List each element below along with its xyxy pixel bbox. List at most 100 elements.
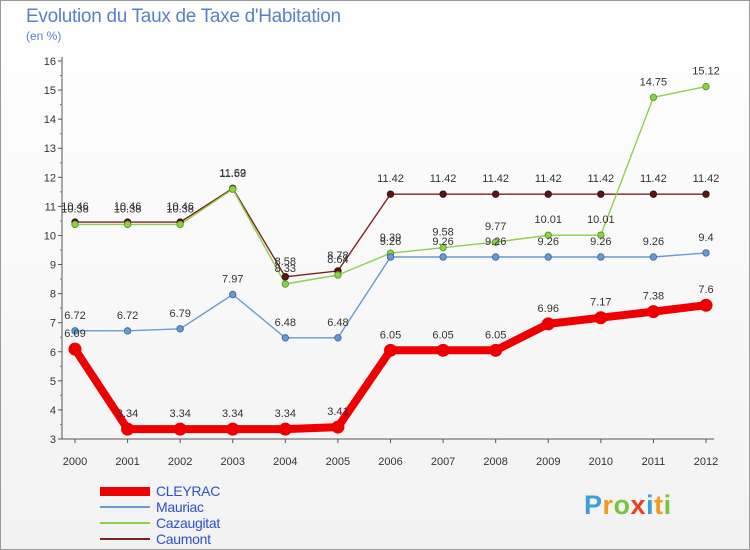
data-label-mauriac: 9.26 bbox=[538, 236, 559, 248]
data-point-cleyrac bbox=[226, 422, 240, 436]
y-tick-label: 5 bbox=[50, 376, 56, 388]
y-tick-label: 8 bbox=[50, 289, 56, 301]
data-point-cazaugitat bbox=[123, 220, 132, 229]
data-label-mauriac: 9.26 bbox=[643, 236, 664, 248]
data-point-mauriac bbox=[334, 334, 342, 342]
data-point-cazaugitat bbox=[702, 82, 710, 91]
data-label-cazaugitat: 9.39 bbox=[380, 232, 401, 244]
legend-item-mauriac: Mauriac bbox=[100, 499, 220, 515]
legend-swatch-cleyrac bbox=[100, 486, 150, 496]
data-label-cleyrac: 7.6 bbox=[698, 284, 713, 296]
legend-item-cleyrac: CLEYRAC bbox=[100, 483, 220, 499]
logo-letter: t bbox=[654, 490, 664, 520]
data-point-cazaugitat bbox=[597, 231, 605, 239]
data-label-caumont: 11.42 bbox=[430, 173, 457, 185]
legend-item-caumont: Caumont bbox=[100, 531, 220, 547]
data-point-caumont bbox=[281, 273, 290, 281]
data-label-cleyrac: 6.05 bbox=[380, 329, 401, 341]
data-label-caumont: 11.42 bbox=[482, 173, 509, 185]
data-label-cleyrac: 3.41 bbox=[327, 406, 348, 418]
data-point-cazaugitat bbox=[439, 243, 447, 252]
data-point-mauriac bbox=[123, 327, 132, 335]
y-tick-label: 6 bbox=[50, 347, 56, 359]
data-point-cleyrac bbox=[436, 343, 450, 357]
data-point-cazaugitat bbox=[229, 185, 237, 193]
data-label-mauriac: 6.72 bbox=[64, 310, 85, 322]
logo-letter: r bbox=[602, 490, 614, 520]
data-label-caumont: 10.46 bbox=[166, 201, 194, 213]
data-label-mauriac: 9.26 bbox=[432, 236, 453, 248]
data-label-mauriac: 9.26 bbox=[590, 236, 611, 248]
data-point-cazaugitat bbox=[334, 271, 342, 279]
data-label-cazaugitat: 9.77 bbox=[485, 221, 506, 233]
data-label-cleyrac: 6.96 bbox=[538, 303, 559, 315]
data-point-cleyrac bbox=[331, 420, 345, 434]
data-point-cazaugitat bbox=[176, 220, 184, 229]
data-point-mauriac bbox=[649, 253, 658, 261]
data-label-cazaugitat: 10.38 bbox=[114, 203, 142, 215]
logo-letter: o bbox=[613, 490, 631, 520]
data-point-caumont bbox=[439, 190, 447, 198]
legend-swatch-caumont bbox=[100, 538, 150, 540]
legend-label-caumont: Caumont bbox=[156, 531, 211, 547]
legend-label-mauriac: Mauriac bbox=[156, 499, 204, 515]
data-label-caumont: 11.62 bbox=[219, 167, 246, 179]
data-point-mauriac bbox=[544, 253, 552, 261]
x-tick-label: 2009 bbox=[536, 456, 560, 468]
data-point-mauriac bbox=[281, 334, 290, 342]
data-labels: 10.46 10.46 10.46 11.62 8.58 8.78 11.42 11.42 11… bbox=[61, 66, 720, 421]
data-label-caumont: 8.58 bbox=[275, 256, 296, 268]
y-tick-label: 13 bbox=[44, 143, 56, 155]
series-line-mauriac bbox=[74, 252, 707, 339]
data-point-cazaugitat bbox=[281, 280, 290, 288]
data-point-mauriac bbox=[597, 253, 605, 261]
data-point-cazaugitat bbox=[491, 238, 500, 246]
data-label-cazaugitat: 11.59 bbox=[219, 168, 246, 180]
series-points bbox=[68, 82, 713, 436]
data-point-cleyrac bbox=[489, 343, 503, 357]
y-tick-label: 14 bbox=[44, 114, 56, 126]
data-point-mauriac bbox=[491, 253, 500, 261]
y-tick-label: 16 bbox=[44, 56, 56, 68]
data-label-cleyrac: 3.34 bbox=[275, 408, 296, 420]
x-tick-label: 2001 bbox=[115, 456, 139, 468]
data-label-cleyrac: 3.34 bbox=[222, 408, 243, 420]
data-label-cleyrac: 6.09 bbox=[64, 328, 85, 340]
logo-letter: i bbox=[646, 490, 655, 520]
data-label-cazaugitat: 14.75 bbox=[640, 76, 668, 88]
x-tick-label: 2012 bbox=[694, 456, 718, 468]
x-tick-label: 2006 bbox=[378, 456, 402, 468]
y-tick-label: 15 bbox=[44, 85, 56, 97]
data-label-cleyrac: 6.05 bbox=[485, 329, 506, 341]
logo-letter: i bbox=[663, 490, 672, 520]
x-tick-label: 2005 bbox=[326, 456, 350, 468]
data-label-caumont: 8.78 bbox=[327, 250, 348, 262]
legend-label-cleyrac: CLEYRAC bbox=[156, 483, 221, 499]
data-label-cazaugitat: 15.12 bbox=[692, 66, 720, 78]
data-label-mauriac: 6.79 bbox=[169, 308, 190, 320]
data-point-cleyrac bbox=[646, 305, 660, 319]
data-point-caumont bbox=[597, 190, 605, 198]
data-label-caumont: 11.42 bbox=[693, 173, 720, 185]
data-label-caumont: 10.46 bbox=[114, 201, 142, 213]
x-tick-label: 2002 bbox=[168, 456, 192, 468]
data-label-mauriac: 9.26 bbox=[485, 236, 506, 248]
legend: CLEYRAC Mauriac Cazaugitat Caumont bbox=[100, 483, 220, 547]
y-tick-label: 12 bbox=[44, 172, 56, 184]
data-point-cleyrac bbox=[384, 343, 397, 357]
y-tick-label: 7 bbox=[50, 318, 56, 330]
data-point-cleyrac bbox=[699, 298, 713, 312]
data-label-mauriac: 6.48 bbox=[275, 317, 296, 329]
data-point-cazaugitat bbox=[649, 93, 658, 102]
y-tick-label: 9 bbox=[50, 260, 56, 272]
data-point-mauriac bbox=[702, 249, 710, 257]
data-label-caumont: 11.42 bbox=[587, 173, 614, 185]
data-label-mauriac: 7.97 bbox=[222, 273, 243, 285]
data-label-mauriac: 9.26 bbox=[380, 236, 401, 248]
y-tick-label: 3 bbox=[50, 434, 56, 446]
data-label-mauriac: 6.48 bbox=[327, 317, 348, 329]
data-label-caumont: 11.42 bbox=[535, 173, 562, 185]
data-label-cazaugitat: 10.01 bbox=[587, 214, 615, 226]
